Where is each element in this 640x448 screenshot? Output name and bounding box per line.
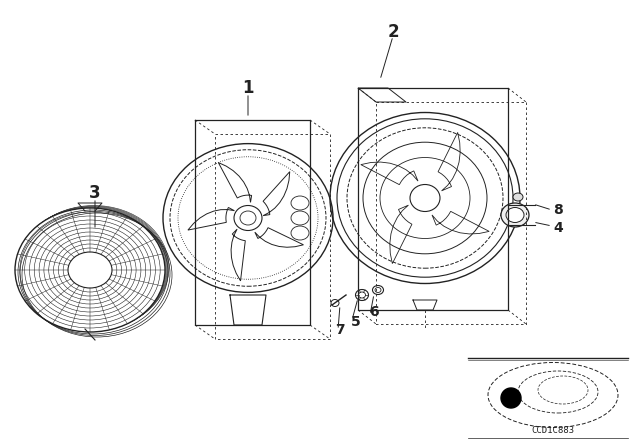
Ellipse shape — [15, 208, 165, 332]
Text: 2: 2 — [387, 23, 399, 41]
Ellipse shape — [19, 206, 169, 329]
Ellipse shape — [513, 193, 523, 201]
Text: 8: 8 — [553, 203, 563, 217]
Ellipse shape — [355, 289, 369, 301]
Ellipse shape — [17, 207, 166, 331]
Ellipse shape — [331, 300, 339, 306]
Ellipse shape — [16, 207, 166, 332]
Ellipse shape — [18, 206, 168, 330]
Text: 5: 5 — [351, 315, 361, 329]
Text: CCD1C883: CCD1C883 — [531, 426, 575, 435]
Ellipse shape — [410, 185, 440, 211]
Text: 4: 4 — [553, 221, 563, 235]
Ellipse shape — [372, 285, 383, 294]
Ellipse shape — [234, 206, 262, 231]
Text: 7: 7 — [335, 323, 345, 337]
Ellipse shape — [68, 252, 112, 288]
Text: 3: 3 — [89, 184, 101, 202]
Text: 1: 1 — [243, 79, 253, 97]
Ellipse shape — [17, 207, 168, 331]
Text: 6: 6 — [369, 305, 379, 319]
Ellipse shape — [501, 203, 529, 227]
Ellipse shape — [506, 207, 524, 223]
Circle shape — [501, 388, 521, 408]
